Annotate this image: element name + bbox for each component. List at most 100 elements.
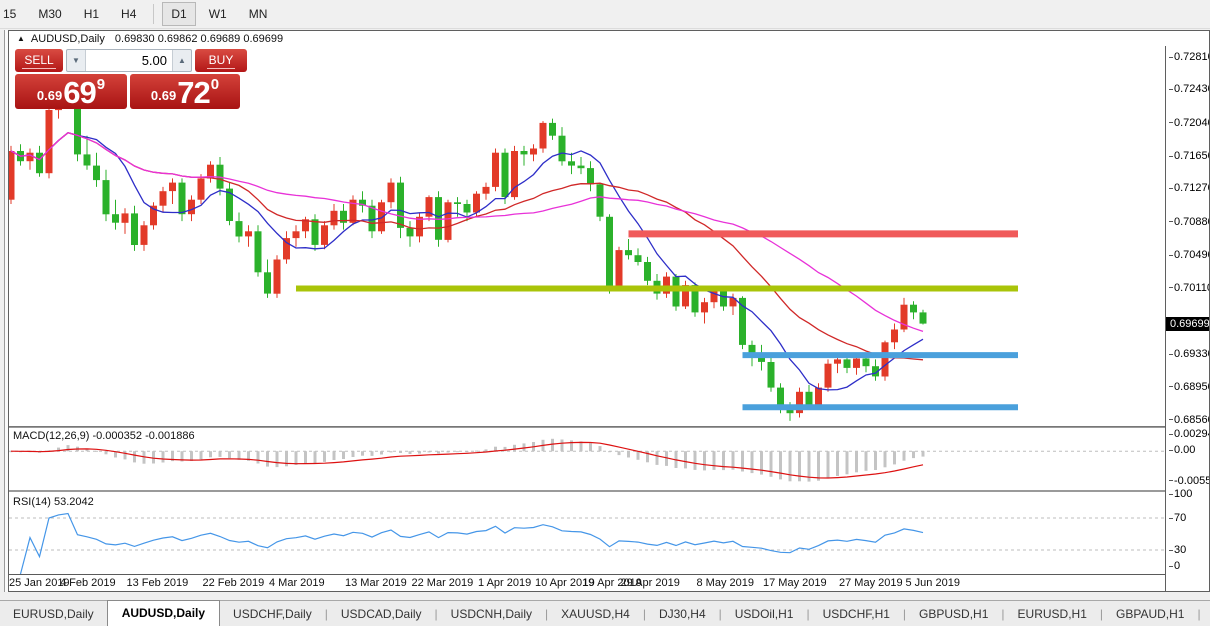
chart-tab-bar: EURUSD,Daily AUDUSD,Daily USDCHF,Daily | USD… [0,600,1210,626]
sell-button[interactable]: SELL [15,49,63,72]
date-axis-label: 4 Feb 2019 [60,577,116,589]
tab-separator: | [434,607,438,621]
rsi-axis-label: 70 [1169,512,1186,524]
ask-prefix: 0.69 [150,88,177,103]
tab-usdchf-daily[interactable]: USDCHF,Daily [233,607,312,621]
ask-price-button[interactable]: 0.69 72 0 [130,74,240,109]
date-axis: 25 Jan 2019 4 Feb 2019 13 Feb 2019 22 Feb 2… [9,574,1165,591]
status-strip [0,592,1210,600]
bid-price-button[interactable]: 0.69 69 9 [15,74,127,109]
timeframe-button-m30[interactable]: M30 [38,7,62,21]
tab-separator: | [642,607,646,621]
tab-separator: | [1197,607,1201,621]
tab-gbpusd-h1[interactable]: GBPUSD,H1 [919,607,989,621]
bid-big-digits: 69 [63,75,96,110]
macd-axis-label: 0.002942 [1169,428,1209,440]
tab-separator: | [545,607,549,621]
chart-symbol-title: AUDUSD,Daily [30,32,105,45]
price-pane: SELL ▼ 5.00 ▲ BUY 0.69 69 9 0.69 7 [9,46,1165,426]
tab-usdcad-daily[interactable]: USDCAD,Daily [340,607,422,621]
date-axis-label: 10 Apr 2019 [535,577,595,589]
date-axis-label: 8 May 2019 [696,577,754,589]
tab-usdoil-h1[interactable]: USDOil,H1 [734,607,794,621]
rsi-indicator-label: RSI(14) 53.2042 [13,496,94,508]
volume-down-icon[interactable]: ▼ [72,56,80,65]
volume-up-icon[interactable]: ▲ [178,56,186,65]
timeframe-button-w1[interactable]: W1 [208,7,227,21]
tab-xauusd-h4[interactable]: XAUUSD,H4 [561,607,630,621]
macd-indicator-label: MACD(12,26,9) -0.000352 -0.001886 [13,430,195,442]
timeframe-toolbar: 15 M30 H1 H4 D1 W1 MN [0,0,1210,29]
current-price-tag: 0.69699 [1166,316,1209,331]
date-axis-label: 29 Apr 2019 [620,577,680,589]
chart-window-header: ▲ AUDUSD,Daily 0.69830 0.69862 0.69689 0… [9,31,1209,46]
date-axis-label: 13 Mar 2019 [345,577,407,589]
chart-window: ▲ AUDUSD,Daily 0.69830 0.69862 0.69689 0… [8,30,1210,592]
pane-splitter-macd[interactable] [9,426,1165,428]
timeframe-button-h1[interactable]: H1 [83,7,100,21]
date-axis-label: 5 Jun 2019 [905,577,960,589]
tab-separator: | [1099,607,1104,621]
ask-big-digits: 72 [177,75,210,110]
timeframe-button-d1[interactable]: D1 [162,2,196,26]
ask-pip-digit: 0 [210,76,220,93]
date-axis-label: 1 Apr 2019 [478,577,532,589]
volume-spinner: ▼ 5.00 ▲ [66,49,192,72]
tab-eurusd-daily[interactable]: EURUSD,Daily [13,607,94,621]
pane-splitter-rsi[interactable] [9,490,1165,494]
tab-audusd-daily[interactable]: AUDUSD,Daily [106,600,221,626]
date-axis-label: 22 Feb 2019 [202,577,265,589]
date-axis-label: 4 Mar 2019 [269,577,325,589]
tab-gbpaud-h1[interactable]: GBPAUD,H1 [1116,607,1185,621]
volume-input[interactable]: 5.00 [85,50,173,71]
rsi-chart-canvas [9,512,1165,574]
price-chart-canvas [9,79,1018,421]
bid-prefix: 0.69 [36,88,63,103]
tab-separator: | [902,607,907,621]
buy-button[interactable]: BUY [195,49,247,72]
timeframe-button-mn[interactable]: MN [248,7,268,21]
rsi-axis-label: 100 [1169,488,1192,500]
macd-axis-label: -0.005503 [1169,475,1209,487]
tab-separator: | [324,607,328,621]
timeframe-button-h4[interactable]: H4 [121,7,137,21]
date-axis-label: 25 Jan 2019 [9,577,70,589]
tab-usdjp[interactable]: USDJP [1201,603,1210,626]
date-axis-label: 19 Apr 2019 [582,577,642,589]
tab-dj30-h4[interactable]: DJ30,H4 [658,607,706,621]
macd-pane: MACD(12,26,9) -0.000352 -0.001886 [9,428,1165,490]
tab-usdcnh-daily[interactable]: USDCNH,Daily [450,607,533,621]
rsi-axis-label: 30 [1169,544,1186,556]
toolbar-separator [153,4,155,24]
macd-axis-label: 0.00 [1169,444,1195,456]
date-axis-label: 13 Feb 2019 [126,577,189,589]
tab-separator: | [1001,607,1005,621]
tab-eurusd-h1[interactable]: EURUSD,H1 [1017,607,1087,621]
tab-separator: | [806,607,810,621]
timeframe-button-15[interactable]: 15 [3,7,17,21]
rsi-pane: RSI(14) 53.2042 [9,494,1165,574]
chart-ohlc-values: 0.69830 0.69862 0.69689 0.69699 [114,32,284,45]
tab-usdchf-h1[interactable]: USDCHF,H1 [822,607,890,621]
date-axis-label: 27 May 2019 [839,577,903,589]
tab-separator: | [718,607,722,621]
collapse-panel-icon[interactable]: ▲ [17,34,25,43]
bid-pip-digit: 9 [96,76,106,93]
date-axis-label: 22 Mar 2019 [411,577,474,589]
one-click-trade-panel: SELL ▼ 5.00 ▲ BUY 0.69 69 9 0.69 7 [15,49,247,109]
macd-chart-canvas [9,438,1165,482]
date-axis-label: 17 May 2019 [763,577,827,589]
rsi-axis-label: 0 [1169,560,1180,572]
